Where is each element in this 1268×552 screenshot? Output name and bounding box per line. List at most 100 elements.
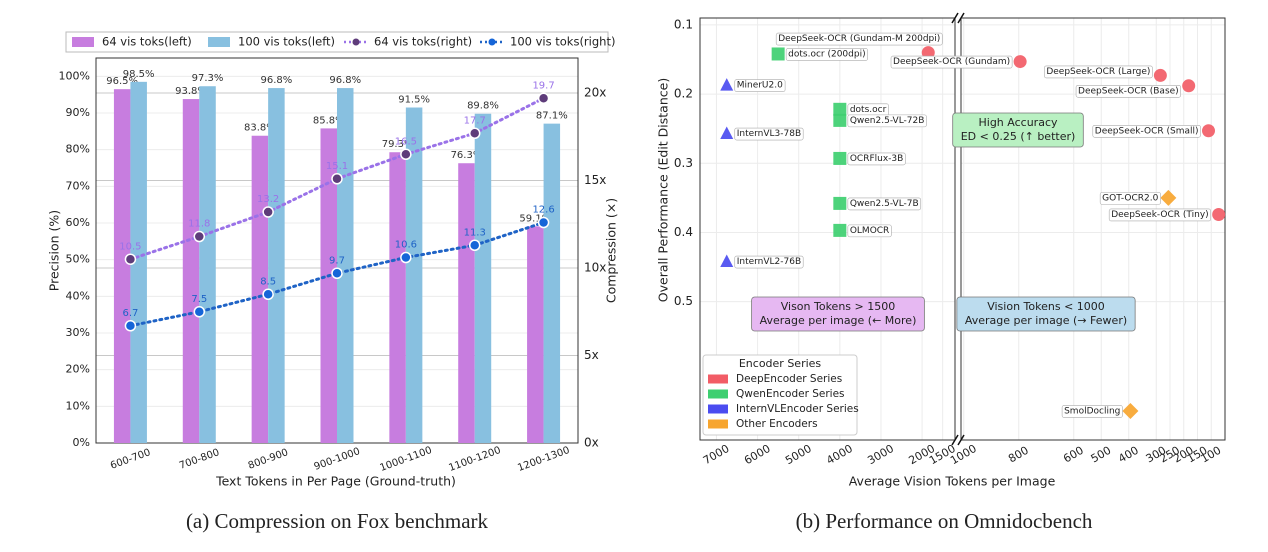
point-label: OLMOCR [850, 226, 890, 236]
bar-value-label: 91.5% [398, 95, 430, 106]
line-value-label: 10.6 [395, 240, 417, 251]
line-value-label: 15.1 [326, 161, 348, 172]
bar [182, 99, 200, 444]
annotation-text: Vision Tokens < 1000 [987, 300, 1105, 313]
bar-value-label: 83.8% [244, 123, 276, 134]
y2-axis-title: Compression (×) [604, 198, 619, 303]
line-marker [468, 239, 481, 251]
y2-tick-label: 5x [584, 348, 599, 362]
line-marker [537, 92, 550, 104]
legend-patch [708, 419, 728, 429]
y-tick-label: 10% [66, 399, 90, 412]
axis-break [951, 434, 965, 446]
line-value-label: 10.5 [119, 241, 141, 252]
bar [458, 163, 475, 443]
point [833, 223, 847, 237]
point-label: InternVL3-78B [737, 129, 801, 139]
line-marker [124, 253, 137, 265]
line-value-label: 17.7 [464, 115, 486, 126]
plot-frame [699, 17, 956, 441]
bar [474, 113, 492, 443]
y-tick-label: 0.4 [674, 225, 693, 239]
y-tick-label: 0% [73, 436, 90, 449]
annotation-text: Vison Tokens > 1500 [781, 300, 896, 313]
point-label-box [1099, 192, 1161, 205]
y2-tick-label: 0x [584, 436, 599, 450]
bar-value-label: 98.5% [123, 69, 155, 80]
point [1202, 124, 1215, 138]
point [833, 102, 847, 116]
line-marker [468, 127, 481, 139]
point-label: Qwen2.5-VL-72B [850, 116, 925, 126]
point [833, 151, 847, 165]
legend-title: Encoder Series [739, 357, 822, 370]
bar [268, 88, 285, 444]
y-tick-label: 0.3 [674, 156, 693, 170]
point-label: OCRFlux-3B [850, 154, 903, 164]
line-value-label: 16.5 [395, 136, 417, 147]
line-marker [193, 230, 206, 243]
point [1182, 79, 1196, 93]
y-axis-title: Precision (%) [47, 210, 62, 291]
point [1153, 68, 1167, 82]
bar-value-label: 96.8% [261, 75, 293, 86]
line-marker [400, 148, 412, 160]
point-label-box [734, 255, 804, 269]
point-label-box [775, 32, 943, 46]
point-label-box [1044, 65, 1153, 79]
legend-label: 100 vis toks(left) [238, 35, 335, 49]
bar [199, 86, 216, 443]
bar-value-label: 96.5% [106, 76, 138, 87]
legend-marker [488, 38, 496, 46]
point-label-box [847, 224, 892, 238]
point-label: GOT-OCR2.0 [1102, 193, 1158, 203]
y2-tick-label: 20x [584, 86, 606, 100]
point-label-box [847, 114, 927, 128]
annotation-text: Average per image (← More) [760, 314, 917, 327]
legend-label: 64 vis toks(left) [102, 35, 192, 49]
bar [320, 128, 337, 443]
point [1160, 189, 1177, 206]
y-tick-label: 0.2 [674, 87, 693, 101]
point [1212, 207, 1226, 221]
plot-frame [960, 17, 1226, 441]
point [833, 113, 847, 127]
bar-value-label: 89.8% [467, 101, 499, 112]
bar [527, 226, 544, 443]
legend-box [702, 354, 858, 436]
point-label: DeepSeek-OCR (Large) [1046, 67, 1150, 77]
y-axis-title: Overall Performance (Edit Distance) [656, 78, 671, 302]
line-value-label: 9.7 [329, 255, 345, 266]
point-label: MinerU2.0 [737, 81, 783, 91]
point-label: DeepSeek-OCR (Tiny) [1111, 210, 1208, 220]
line-value-label: 8.5 [260, 276, 276, 287]
line-value-label: 11.8 [188, 219, 210, 230]
annotation-box [956, 296, 1136, 332]
bar-value-label: 85.8% [313, 115, 345, 126]
y-tick-label: 60% [66, 216, 90, 229]
line-marker [262, 288, 274, 300]
bar-value-label: 59.1% [519, 213, 551, 224]
bar-value-label: 96.8% [329, 75, 361, 86]
y-tick-label: 50% [66, 253, 90, 266]
point-label: DeepSeek-OCR (Small) [1095, 126, 1199, 136]
legend-label: 100 vis toks(right) [510, 35, 615, 49]
point-label-box [1092, 124, 1201, 138]
y-tick-label: 0.5 [674, 294, 693, 308]
point-label: DeepSeek-OCR (Gundam-M 200dpi) [778, 34, 940, 44]
point [1013, 55, 1027, 69]
line-value-label: 11.3 [464, 227, 486, 238]
y2-tick-label: 15x [584, 173, 606, 187]
y-tick-label: 20% [66, 363, 90, 376]
line-value-label: 7.5 [191, 294, 207, 305]
point [720, 254, 734, 268]
legend-patch [72, 37, 94, 47]
caption: (b) Performance on Omnidocbench [796, 509, 1093, 533]
point-label-box [734, 127, 804, 141]
point-label-box [785, 48, 868, 61]
y2-tick-label: 10x [584, 261, 606, 275]
bar-value-label: 76.3% [451, 150, 483, 161]
point-label-box [847, 197, 922, 211]
legend-label: QwenEncoder Series [736, 388, 845, 400]
